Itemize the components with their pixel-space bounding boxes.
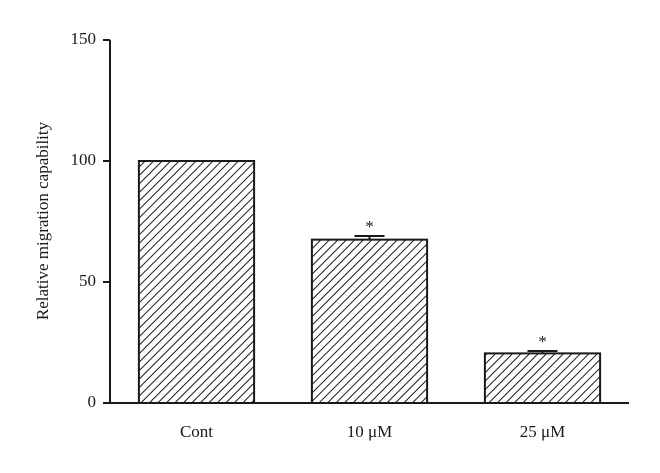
bar [310, 238, 429, 404]
x-tick-label: 10 μM [347, 422, 392, 441]
y-tick-label: 150 [71, 29, 97, 48]
bar [137, 160, 256, 404]
significance-marker: * [365, 217, 374, 236]
significance-marker: * [538, 332, 547, 351]
y-tick-label: 100 [71, 150, 97, 169]
x-tick-label: 25 μM [520, 422, 565, 441]
y-tick-label: 50 [79, 271, 96, 290]
bar [483, 352, 602, 405]
y-tick-label: 0 [88, 392, 97, 411]
x-tick-label: Cont [180, 422, 213, 441]
y-axis-label: Relative migration capability [33, 121, 52, 320]
